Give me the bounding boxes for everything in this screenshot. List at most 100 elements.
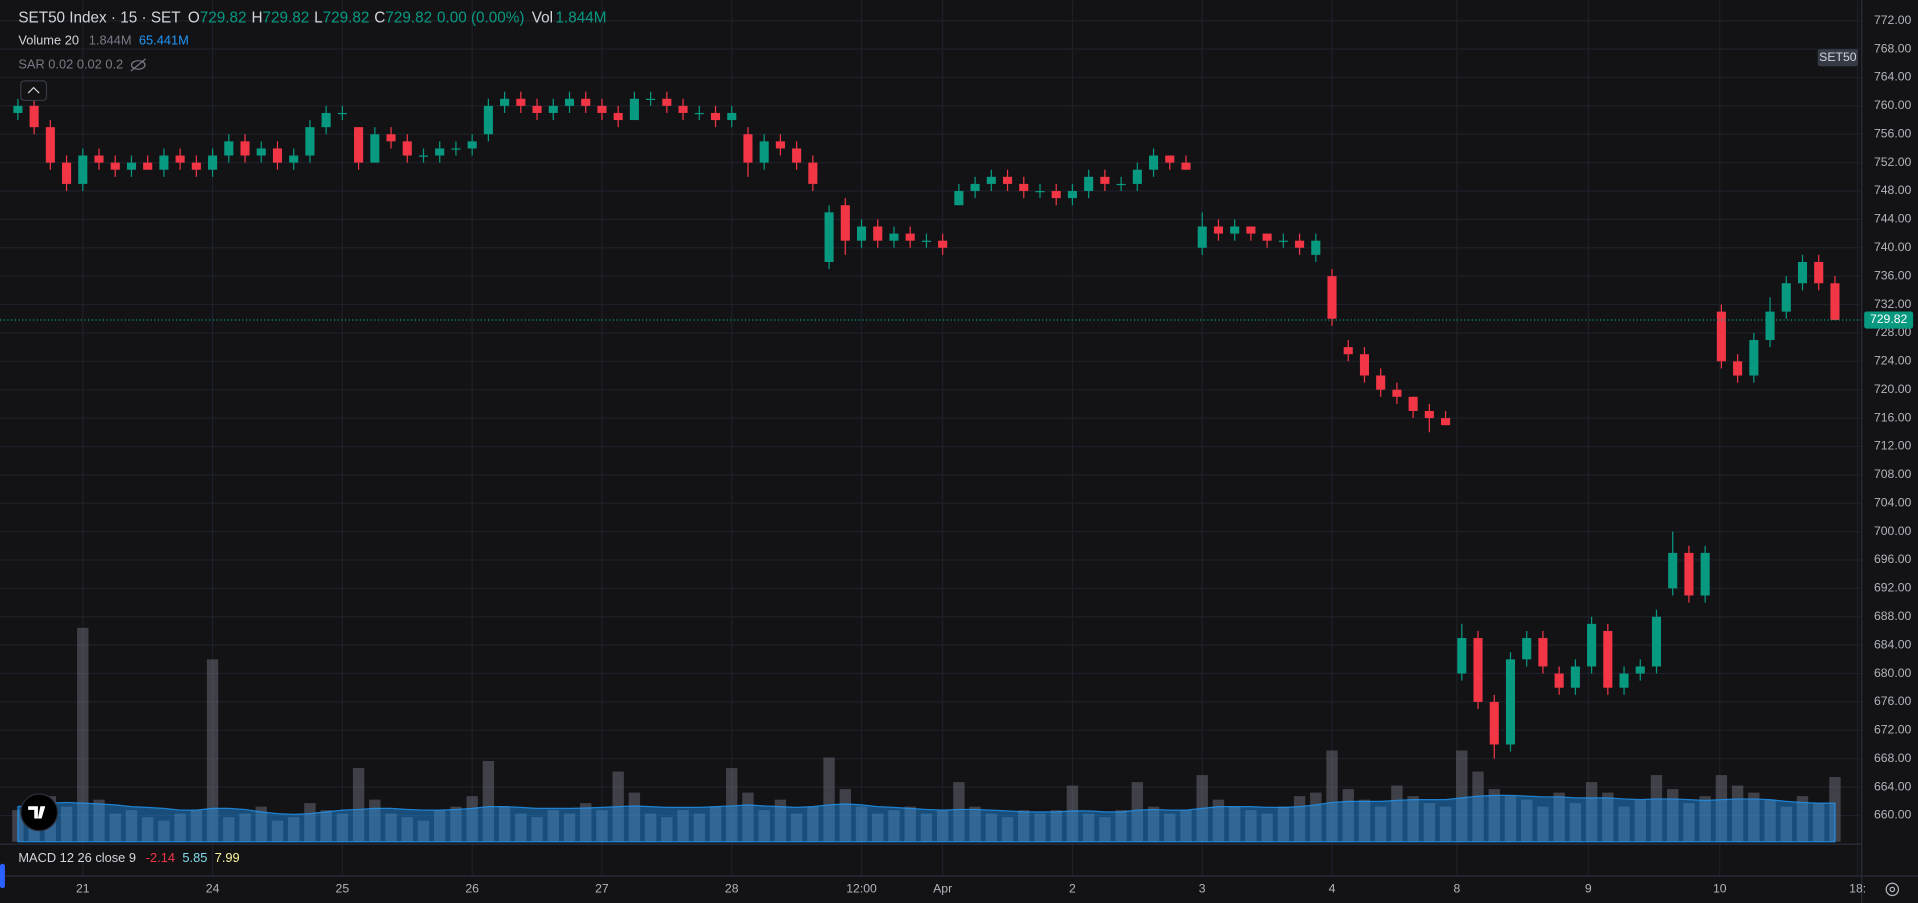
candle-body: [62, 162, 72, 184]
volume-bar: [1293, 796, 1306, 842]
candle-body: [1619, 673, 1629, 688]
candle-body: [1262, 233, 1272, 241]
volume-bar: [255, 806, 267, 842]
volume-bar: [1731, 785, 1744, 842]
candle-body: [208, 155, 218, 170]
candle-body: [143, 162, 153, 170]
candle-body: [272, 148, 283, 163]
macd-label: MACD 12 26 close 9: [18, 850, 136, 865]
candle-body: [1327, 276, 1337, 319]
candle-body: [256, 148, 266, 156]
candle-body: [1230, 226, 1240, 234]
symbol-legend: SET50 Index · 15 · SET O729.82 H729.82 L729…: [18, 10, 606, 27]
y-tick-label: 712.00: [1874, 439, 1912, 453]
y-tick-label: 680.00: [1874, 666, 1912, 680]
y-tick-label: 716.00: [1874, 410, 1912, 424]
candle-body: [126, 162, 137, 170]
ohlc-label: C: [374, 10, 385, 27]
volume-bar: [109, 813, 121, 842]
x-tick-label: 10: [1713, 882, 1727, 896]
volume-bar: [369, 799, 381, 842]
candle-body: [516, 98, 526, 106]
y-tick-label: 756.00: [1874, 126, 1912, 140]
y-tick-label: 760.00: [1874, 98, 1912, 112]
candle-body: [1084, 176, 1094, 192]
candle-body: [1473, 638, 1483, 702]
volume-bar: [142, 817, 154, 842]
volume-bar: [1780, 806, 1792, 842]
volume-bar: [1099, 817, 1111, 842]
volume-bar: [1245, 810, 1257, 842]
macd-value: 5.85: [182, 850, 207, 865]
candle-body: [467, 141, 477, 149]
volume-bar: [1699, 796, 1711, 842]
volume-bar: [580, 803, 592, 842]
volume-bar: [385, 813, 397, 842]
candle-body: [1100, 176, 1110, 184]
candle-body: [954, 191, 964, 206]
volume-bar: [904, 806, 916, 842]
candle-body: [532, 105, 542, 113]
candle-body: [386, 134, 396, 142]
candle-body: [662, 98, 672, 106]
volume-bar: [839, 789, 851, 842]
volume-bar: [1407, 796, 1419, 842]
settings-button[interactable]: [1885, 882, 1900, 897]
x-tick-label: 18:: [1849, 882, 1866, 896]
x-tick-label: 2: [1069, 882, 1076, 896]
candle-body: [646, 98, 656, 100]
volume-bar: [77, 627, 89, 842]
y-tick-label: 728.00: [1874, 325, 1912, 339]
volume-bar: [1310, 792, 1322, 842]
hidden-icon[interactable]: [130, 58, 146, 72]
candle-body: [1489, 701, 1499, 745]
candle-body: [1668, 552, 1678, 589]
candle-body: [986, 176, 996, 184]
x-tick-label: Apr: [933, 882, 952, 896]
y-tick-label: 724.00: [1874, 354, 1912, 368]
x-tick-label: 8: [1454, 882, 1461, 896]
volume-bar: [1018, 810, 1030, 842]
volume-bar: [644, 813, 657, 842]
volume-bar: [1683, 803, 1695, 842]
candle-body: [305, 127, 315, 156]
collapse-button[interactable]: [20, 80, 48, 102]
candle-body: [1213, 226, 1223, 234]
volume-bar: [1585, 782, 1598, 842]
volume-bar: [434, 810, 446, 842]
candle-body: [94, 155, 104, 163]
y-tick-label: 772.00: [1874, 13, 1912, 27]
symbol-tag-box: [1817, 49, 1859, 67]
y-tick-label: 740.00: [1874, 240, 1912, 254]
candle-body: [1051, 191, 1061, 199]
volume-bar: [498, 806, 511, 842]
x-tick-label: 4: [1329, 882, 1336, 896]
y-tick-label: 704.00: [1874, 495, 1912, 509]
y-tick-label: 696.00: [1874, 552, 1912, 566]
candle-body: [1441, 418, 1451, 426]
candle-body: [13, 105, 23, 113]
volume-bar: [1456, 750, 1468, 842]
volume-bar: [547, 810, 559, 842]
scroll-handle[interactable]: [0, 863, 5, 889]
volume-bar: [1066, 785, 1079, 842]
volume-bar: [742, 792, 754, 842]
candle-body: [1116, 183, 1126, 186]
price-pane: [0, 91, 1862, 759]
y-tick-label: 688.00: [1874, 609, 1912, 623]
candle-body: [289, 155, 299, 163]
volume-bar: [1504, 796, 1517, 842]
candle-body: [1149, 155, 1159, 170]
volume-bar: [1131, 782, 1144, 842]
candle-body: [629, 98, 639, 121]
candle-body: [1019, 183, 1029, 192]
candle-body: [1035, 191, 1045, 193]
y-tick-label: 660.00: [1874, 808, 1912, 822]
volume-bar: [1358, 799, 1371, 842]
macd-value: -2.14: [146, 850, 175, 865]
volume-bar: [239, 813, 251, 842]
candle-body: [1570, 666, 1580, 688]
volume-bar: [1748, 792, 1760, 842]
